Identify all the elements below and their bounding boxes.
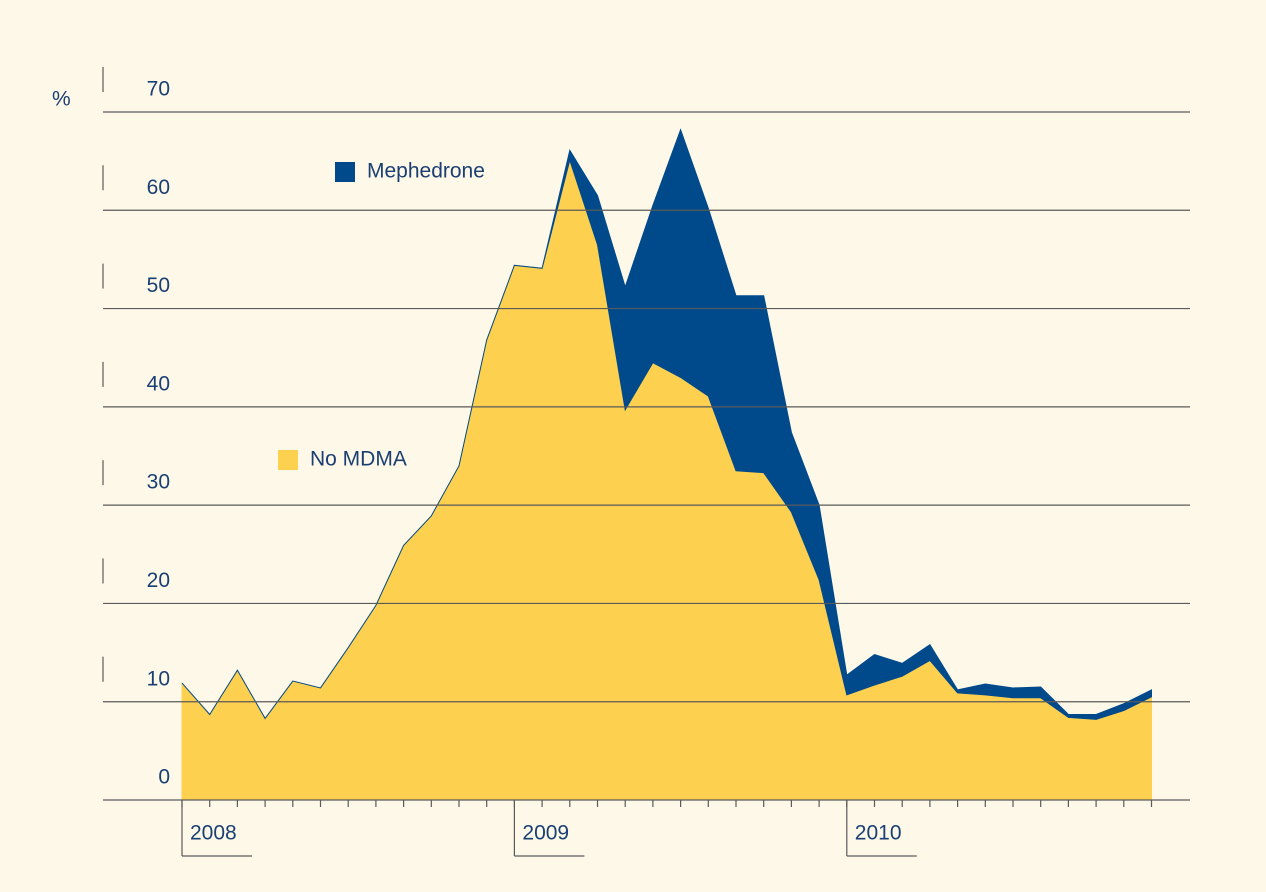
y-tick-label: 0 xyxy=(158,766,170,789)
x-tick-label: 2009 xyxy=(522,822,569,845)
y-tick-label: 10 xyxy=(147,667,170,690)
legend-swatch xyxy=(335,162,355,182)
y-tick-label: 60 xyxy=(147,176,170,199)
y-tick-label: 40 xyxy=(147,372,170,395)
legend-label: Mephedrone xyxy=(367,160,485,183)
y-tick-label: 30 xyxy=(147,471,170,494)
y-axis-label: % xyxy=(52,88,71,111)
x-tick-label: 2008 xyxy=(190,822,237,845)
y-tick-label: 70 xyxy=(147,78,170,101)
x-tick-label: 2010 xyxy=(855,822,902,845)
y-tick-label: 50 xyxy=(147,274,170,297)
y-tick-label: 20 xyxy=(147,569,170,592)
legend-label: No MDMA xyxy=(310,448,407,471)
legend-swatch xyxy=(278,450,298,470)
area xyxy=(181,128,1152,720)
